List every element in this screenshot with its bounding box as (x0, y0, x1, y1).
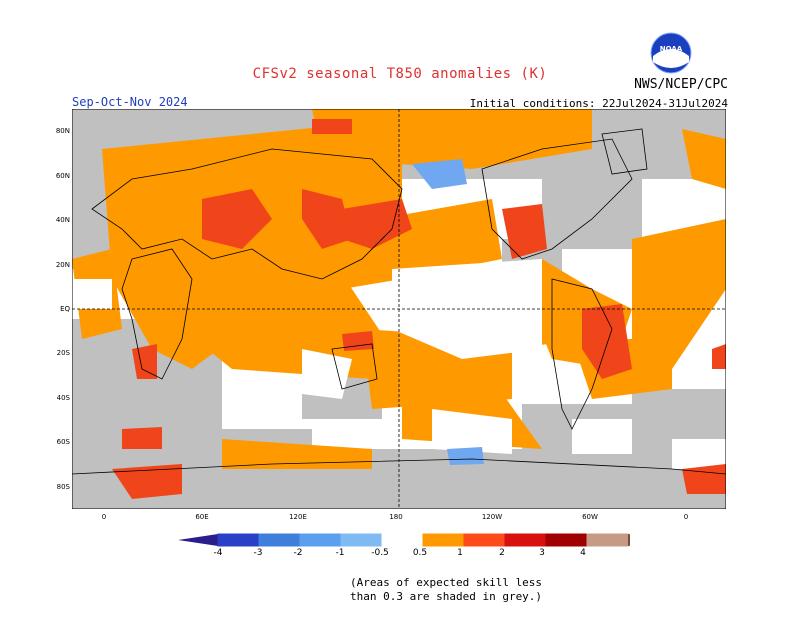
colorbar-swatch (422, 533, 465, 547)
lat-label: 40S (56, 394, 70, 402)
skill-footnote: (Areas of expected skill less than 0.3 a… (350, 576, 542, 604)
colorbar-tick: 1 (457, 548, 463, 558)
lon-label: 0 (101, 513, 107, 521)
lat-label: 80N (55, 127, 70, 135)
lat-label: 20S (56, 349, 70, 357)
colorbar-tick: -1 (335, 548, 345, 558)
colorbar-tick: 2 (499, 548, 505, 558)
organization-label: NWS/NCEP/CPC (634, 77, 728, 92)
initial-conditions-label: Initial conditions: 22Jul2024-31Jul2024 (469, 97, 728, 110)
lat-label: 20N (55, 261, 70, 269)
colorbar-swatch (381, 533, 424, 547)
footnote-line: than 0.3 are shaded in grey.) (350, 590, 543, 603)
anomaly-map (72, 109, 726, 509)
chart-title: CFSv2 seasonal T850 anomalies (K) (252, 66, 548, 82)
lon-label: 60W (582, 513, 598, 521)
colorbar-swatch (628, 534, 630, 546)
lat-label: 60N (55, 172, 70, 180)
positive-anomaly-regions (72, 109, 726, 469)
lat-label: 80S (56, 483, 70, 491)
footnote-line: (Areas of expected skill less (350, 576, 543, 589)
lat-label: 60S (56, 438, 70, 446)
lon-label: 60E (195, 513, 209, 521)
colorbar-swatch (586, 533, 629, 547)
colorbar-swatch (258, 533, 301, 547)
colorbar-swatch (545, 533, 588, 547)
season-label: Sep-Oct-Nov 2024 (72, 95, 188, 109)
colorbar-tick: 4 (580, 548, 586, 558)
colorbar (178, 533, 630, 547)
colorbar-swatch (340, 533, 383, 547)
colorbar-swatch (217, 533, 260, 547)
lon-label: 180 (389, 513, 403, 521)
lat-label: EQ (60, 305, 70, 313)
colorbar-swatch (178, 534, 218, 546)
colorbar-tick: -3 (253, 548, 263, 558)
colorbar-tick: 3 (539, 548, 545, 558)
colorbar-tick: -0.5 (371, 548, 389, 558)
colorbar-tick: -4 (213, 548, 223, 558)
negative-anomaly-regions (412, 159, 484, 465)
colorbar-swatch (299, 533, 342, 547)
svg-text:NOAA: NOAA (660, 45, 683, 53)
strong-anomaly-regions (112, 119, 726, 499)
lat-label: 40N (55, 216, 70, 224)
noaa-logo: NOAA (650, 32, 692, 74)
colorbar-tick: -2 (293, 548, 303, 558)
colorbar-swatch (504, 533, 547, 547)
coastlines (72, 128, 726, 475)
lon-label: 120W (481, 513, 503, 521)
lon-label: 0 (683, 513, 689, 521)
colorbar-tick: 0.5 (412, 548, 428, 558)
lon-label: 120E (289, 513, 307, 521)
colorbar-swatch (463, 533, 506, 547)
